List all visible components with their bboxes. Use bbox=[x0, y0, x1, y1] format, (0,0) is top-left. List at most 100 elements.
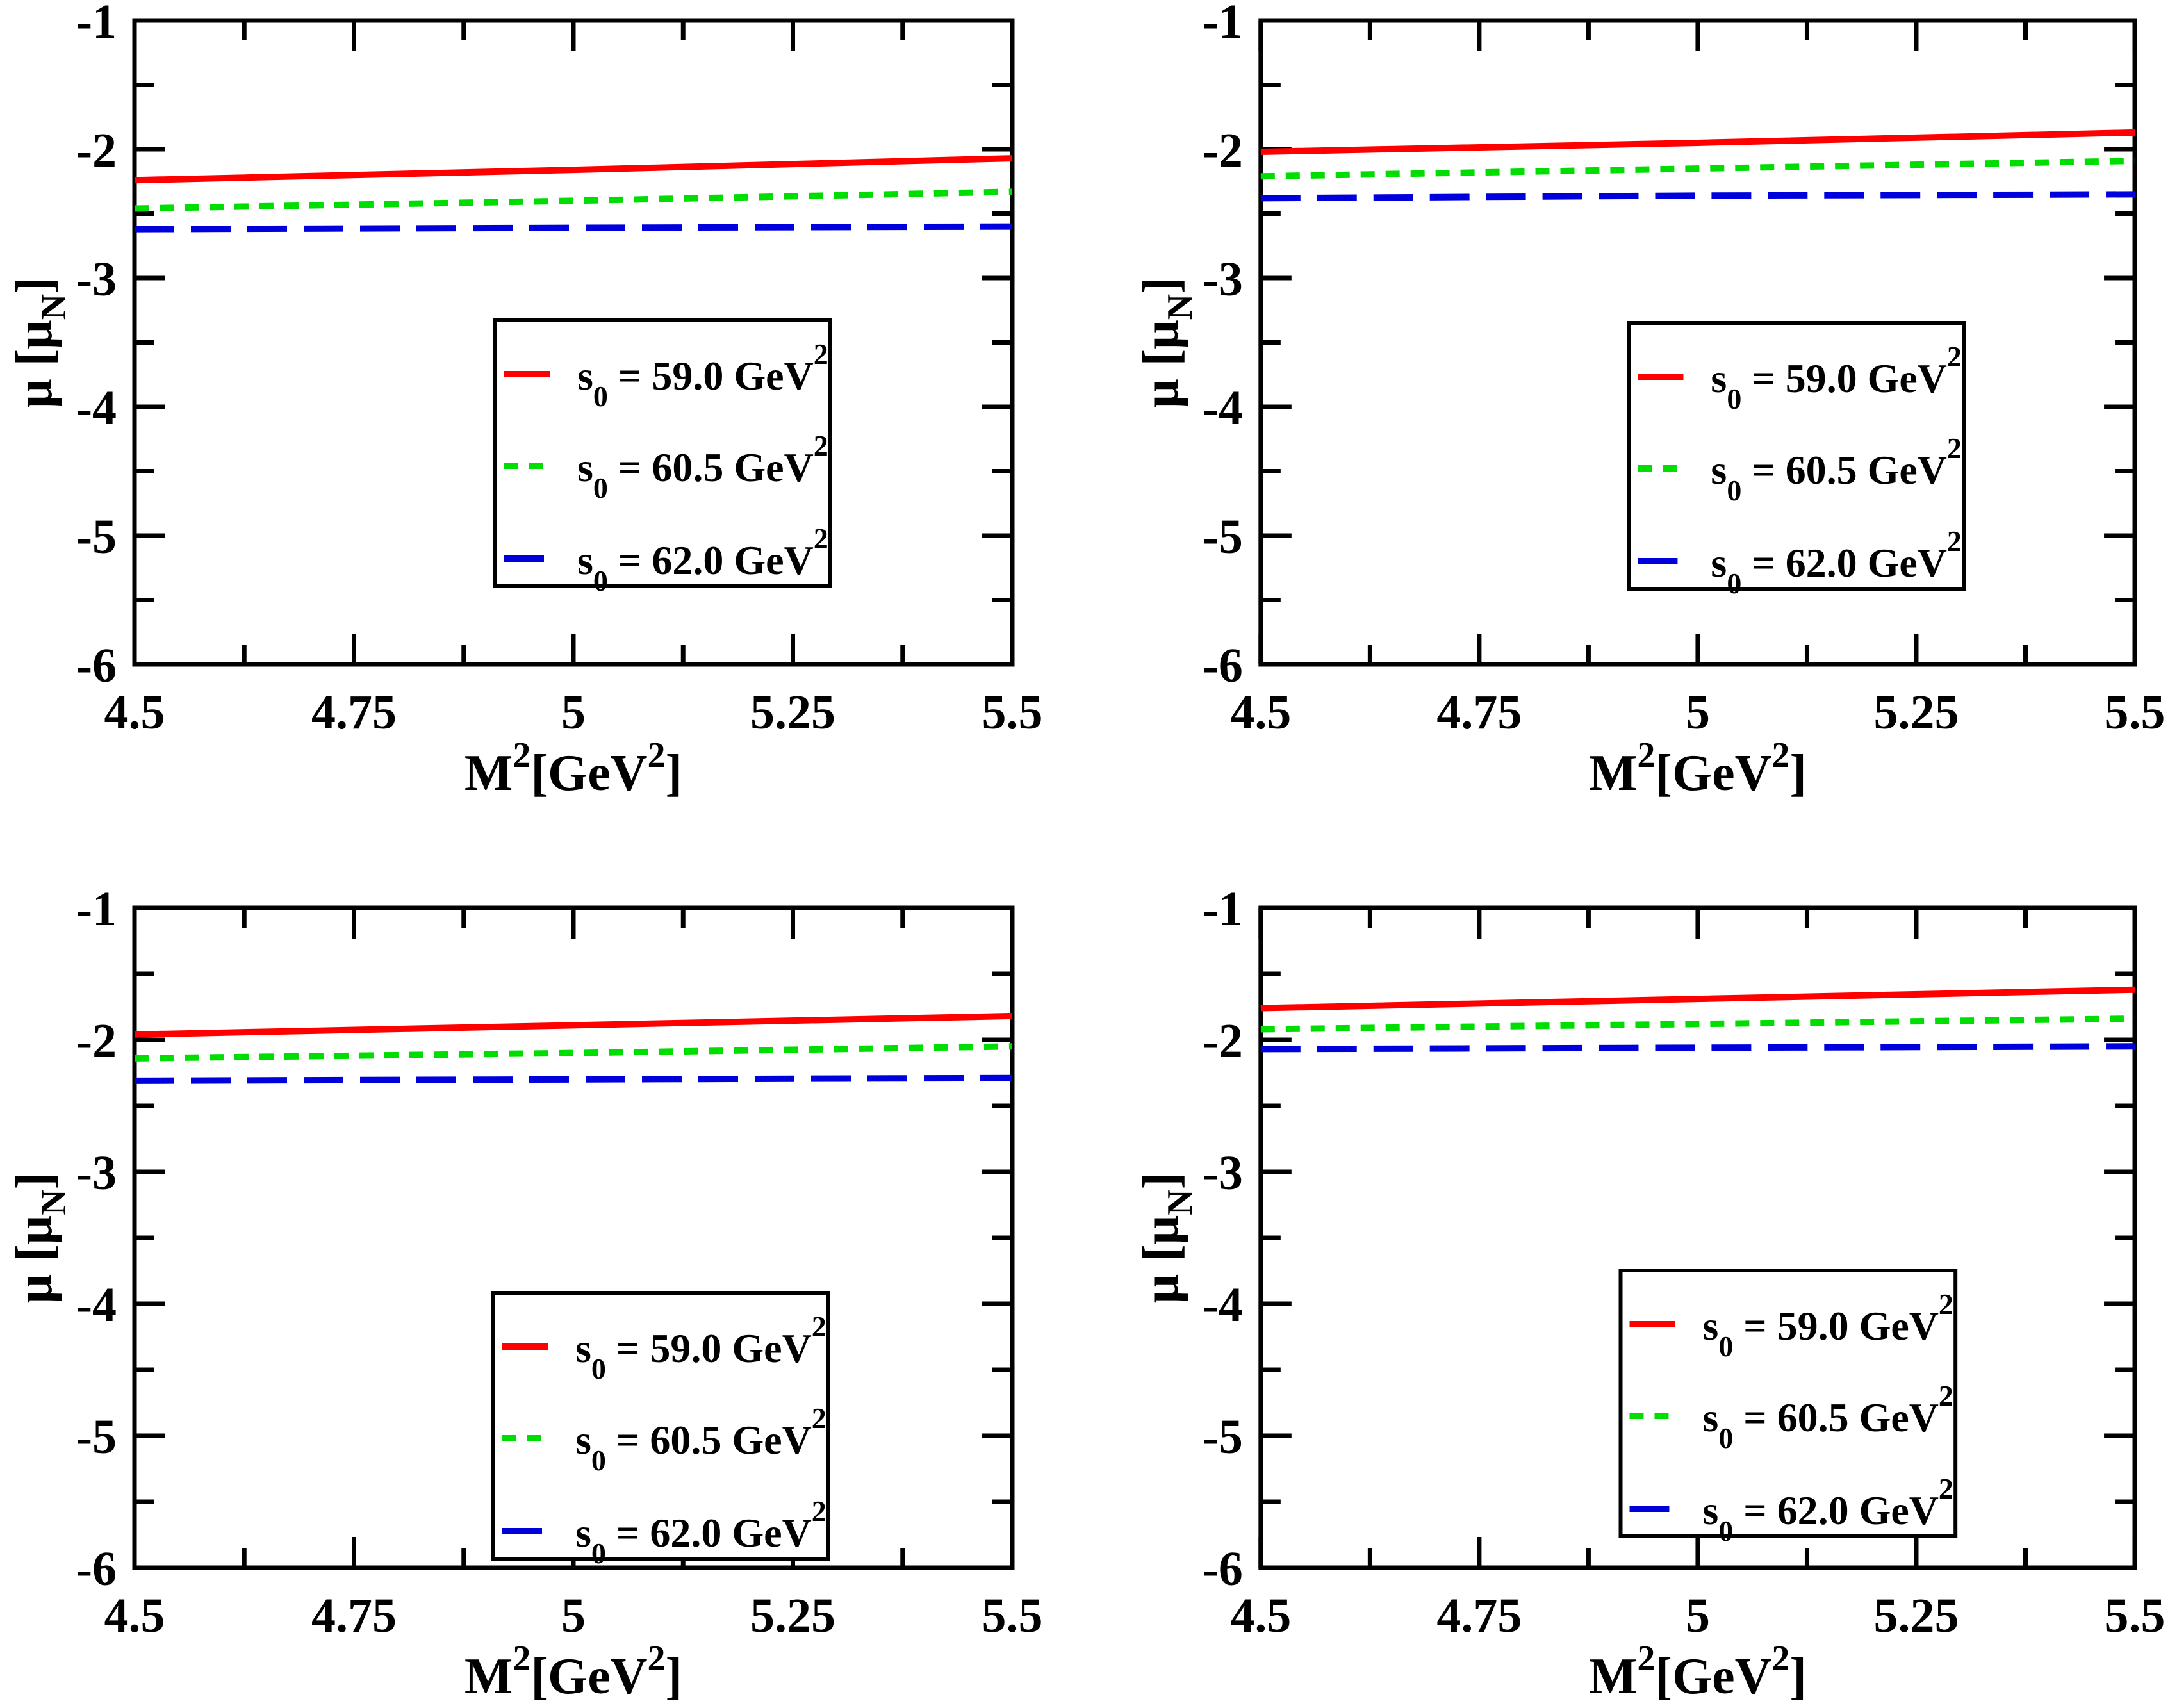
y-tick-label: -1 bbox=[1203, 0, 1243, 49]
text-run: s bbox=[575, 1417, 591, 1463]
panel-top-right: 4.5 4.75 5 5.25 5.5 -1 -2 -3 -4 -5 -6 M2[GeV2] μ [μN… bbox=[1085, 0, 2170, 854]
legend-box bbox=[1618, 1269, 1958, 1538]
subscript: 0 bbox=[591, 1352, 606, 1385]
x-tick-label: 5 bbox=[1686, 686, 1710, 739]
legend-label-s0-62.0: s0 = 62.0 GeV2 bbox=[1711, 525, 1961, 600]
text-run: M bbox=[464, 1648, 513, 1705]
legend-label-s0-59.0: s0 = 59.0 GeV2 bbox=[575, 1310, 826, 1385]
x-tick-label: 4.75 bbox=[1436, 1589, 1522, 1643]
text-run: s bbox=[1711, 540, 1727, 586]
text-run: [GeV bbox=[1655, 1648, 1771, 1705]
legend-label-s0-62.0: s0 = 62.0 GeV2 bbox=[575, 1495, 826, 1570]
series-line-s0-59.0 bbox=[134, 1012, 1013, 1038]
x-axis-title: M2[GeV2] bbox=[464, 1639, 682, 1705]
superscript: 2 bbox=[1939, 1379, 1953, 1412]
text-run: μ bbox=[6, 320, 63, 349]
subscript: 0 bbox=[1727, 382, 1741, 415]
series-line-s0-60.5 bbox=[1260, 1015, 2135, 1033]
text-run: = 59.0 GeV bbox=[1741, 356, 1947, 401]
series-line-s0-59.0 bbox=[134, 155, 1013, 184]
y-tick-label: -3 bbox=[76, 252, 117, 306]
text-run: = 60.5 GeV bbox=[1733, 1395, 1939, 1440]
text-run: M bbox=[1589, 1648, 1637, 1705]
x-tick-label: 4.5 bbox=[1230, 686, 1291, 739]
x-tick-label: 5.25 bbox=[1874, 686, 1959, 739]
text-run: = 59.0 GeV bbox=[608, 353, 814, 398]
subscript: N bbox=[1160, 1189, 1200, 1215]
text-run: [GeV bbox=[530, 745, 647, 801]
text-run: [GeV bbox=[530, 1648, 647, 1705]
text-run: s bbox=[575, 1510, 591, 1556]
text-run: s bbox=[1702, 1303, 1718, 1349]
text-run: = 62.0 GeV bbox=[1733, 1488, 1939, 1533]
text-run: s bbox=[575, 1326, 591, 1371]
y-tick-label: -6 bbox=[1203, 639, 1243, 693]
x-tick-label: 5.25 bbox=[1874, 1589, 1959, 1643]
superscript: 2 bbox=[812, 1402, 826, 1434]
text-run: μ bbox=[1133, 1215, 1189, 1244]
y-axis-title: μ [μN] bbox=[1133, 277, 1200, 407]
x-axis-title: M2[GeV2] bbox=[1589, 735, 1807, 801]
superscript: 2 bbox=[1771, 1639, 1789, 1679]
y-tick-label: -5 bbox=[76, 1410, 117, 1464]
text-run: ] bbox=[6, 277, 63, 294]
subscript: 0 bbox=[593, 564, 608, 597]
x-tick-label: 4.75 bbox=[311, 686, 397, 739]
text-run: s bbox=[1702, 1395, 1718, 1440]
legend-label-s0-60.5: s0 = 60.5 GeV2 bbox=[577, 429, 828, 504]
text-run: ] bbox=[666, 745, 683, 801]
y-tick-label: -6 bbox=[76, 1542, 117, 1596]
y-tick-label: -6 bbox=[76, 639, 117, 693]
x-tick-label: 5.25 bbox=[750, 1589, 835, 1643]
legend-label-s0-62.0: s0 = 62.0 GeV2 bbox=[1702, 1472, 1953, 1547]
text-run: s bbox=[1711, 447, 1727, 493]
y-tick-label: -2 bbox=[76, 124, 117, 177]
text-run: ] bbox=[6, 1172, 63, 1190]
text-run: M bbox=[464, 745, 513, 801]
y-tick-label: -2 bbox=[1203, 124, 1243, 177]
y-tick-label: -3 bbox=[76, 1146, 117, 1200]
chart-svg-top-left: 4.5 4.75 5 5.25 5.5-1-2-3-4-5-6M2[GeV2]μ [μN… bbox=[6, 0, 1043, 801]
y-tick-label: -4 bbox=[1203, 1278, 1243, 1332]
superscript: 2 bbox=[812, 1310, 826, 1343]
x-tick-label: 5.5 bbox=[982, 686, 1043, 739]
legend-label-s0-60.5: s0 = 60.5 GeV2 bbox=[575, 1402, 826, 1477]
series-line-s0-59.0 bbox=[1260, 129, 2135, 156]
subscript: 0 bbox=[1727, 474, 1741, 507]
subscript: 0 bbox=[1718, 1422, 1733, 1454]
superscript: 2 bbox=[1637, 735, 1655, 775]
panel-bottom-right: 4.5 4.75 5 5.25 5.5 -1 -2 -3 -4 -5 -6 M2[GeV2] μ [μN… bbox=[1085, 854, 2170, 1708]
text-run: = 60.5 GeV bbox=[1741, 447, 1947, 493]
superscript: 2 bbox=[1947, 340, 1962, 373]
text-run: = 62.0 GeV bbox=[1741, 540, 1947, 586]
y-tick-label: -1 bbox=[76, 882, 117, 936]
y-tick-label: -6 bbox=[1203, 1542, 1243, 1596]
subscript: 0 bbox=[1727, 567, 1741, 600]
subscript: N bbox=[34, 1189, 74, 1215]
y-tick-label: -5 bbox=[1203, 510, 1243, 564]
text-run: ] bbox=[1133, 1172, 1189, 1190]
y-axis-title: μ [μN] bbox=[6, 1172, 74, 1303]
chart-svg-bottom-left: 4.5 4.75 5 5.25 5.5-1-2-3-4-5-6M2[GeV2]μ [μN… bbox=[6, 882, 1043, 1705]
superscript: 2 bbox=[1939, 1288, 1953, 1320]
x-tick-label: 4.5 bbox=[104, 1589, 165, 1643]
x-axis-title: M2[GeV2] bbox=[1589, 1639, 1807, 1705]
text-run: μ bbox=[6, 1215, 63, 1244]
subscript: 0 bbox=[591, 1444, 606, 1477]
x-tick-label: 5.5 bbox=[2105, 686, 2166, 739]
y-axis-title: μ [μN] bbox=[1133, 1172, 1200, 1303]
superscript: 2 bbox=[814, 522, 828, 555]
series-line-s0-62.0 bbox=[134, 1074, 1013, 1084]
series-line-s0-60.5 bbox=[1260, 158, 2135, 180]
text-run: = 62.0 GeV bbox=[608, 538, 814, 583]
panel-bottom-left: 4.5 4.75 5 5.25 5.5 -1 -2 -3 -4 -5 -6 M2[GeV2] μ [μN… bbox=[0, 854, 1085, 1708]
y-tick-label: -2 bbox=[1203, 1014, 1243, 1068]
subscript: 0 bbox=[593, 472, 608, 504]
series-line-s0-62.0 bbox=[134, 223, 1013, 233]
x-tick-label: 5.5 bbox=[982, 1589, 1043, 1643]
superscript: 2 bbox=[513, 735, 530, 775]
x-axis-title: M2[GeV2] bbox=[464, 735, 682, 801]
legend-label-s0-60.5: s0 = 60.5 GeV2 bbox=[1702, 1379, 1953, 1454]
superscript: 2 bbox=[1939, 1472, 1953, 1505]
text-run: s bbox=[577, 445, 593, 490]
